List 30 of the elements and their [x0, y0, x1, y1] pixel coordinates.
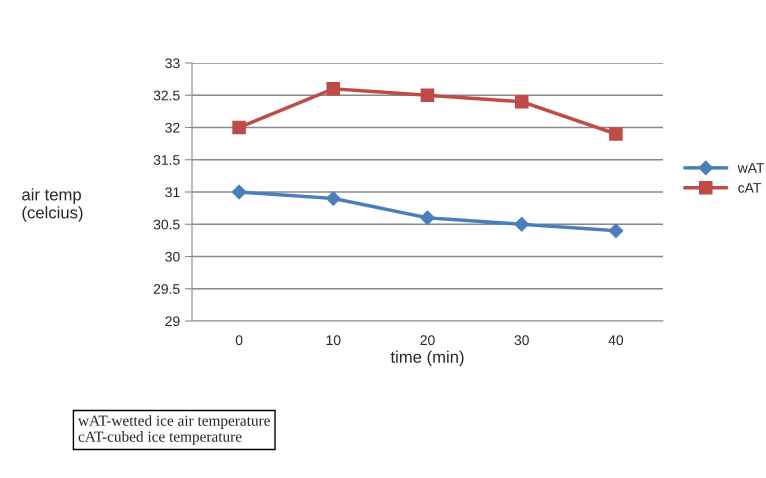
- y-tick-label: 29.5: [154, 284, 180, 294]
- y-tick-label: 29: [165, 316, 180, 326]
- point: [326, 191, 341, 206]
- legend-label: cAT: [738, 183, 762, 193]
- x-tick-label: 30: [514, 335, 529, 346]
- y-tick-label: 31: [165, 187, 180, 198]
- x-tick-label: 0: [236, 335, 242, 346]
- point: [609, 127, 623, 141]
- y-tick-label: 33: [165, 58, 180, 68]
- point: [232, 120, 246, 134]
- point: [326, 82, 340, 96]
- point: [420, 210, 435, 226]
- y-tick-label: 32.5: [154, 90, 180, 100]
- x-tick-label: 10: [326, 335, 340, 346]
- x-tick-label: 40: [608, 335, 624, 346]
- y-tick-label: 31.5: [154, 155, 180, 165]
- point: [232, 184, 246, 200]
- point: [420, 88, 434, 102]
- legend-label: wAT: [738, 163, 764, 173]
- y-tick-label: 30.5: [154, 220, 180, 230]
- y-axis-title: air temp (celcius): [22, 188, 82, 222]
- point: [608, 223, 624, 238]
- x-axis-title: time (min): [390, 350, 464, 366]
- text: wAT-wetted ice air temperature: [78, 415, 270, 429]
- point: [514, 94, 528, 108]
- y-tick-label: 32: [165, 122, 180, 133]
- x-tick-label: 20: [420, 335, 435, 346]
- y-tick-label: 30: [165, 252, 180, 262]
- text: cAT-cubed ice temperature: [78, 431, 242, 445]
- point: [514, 216, 530, 232]
